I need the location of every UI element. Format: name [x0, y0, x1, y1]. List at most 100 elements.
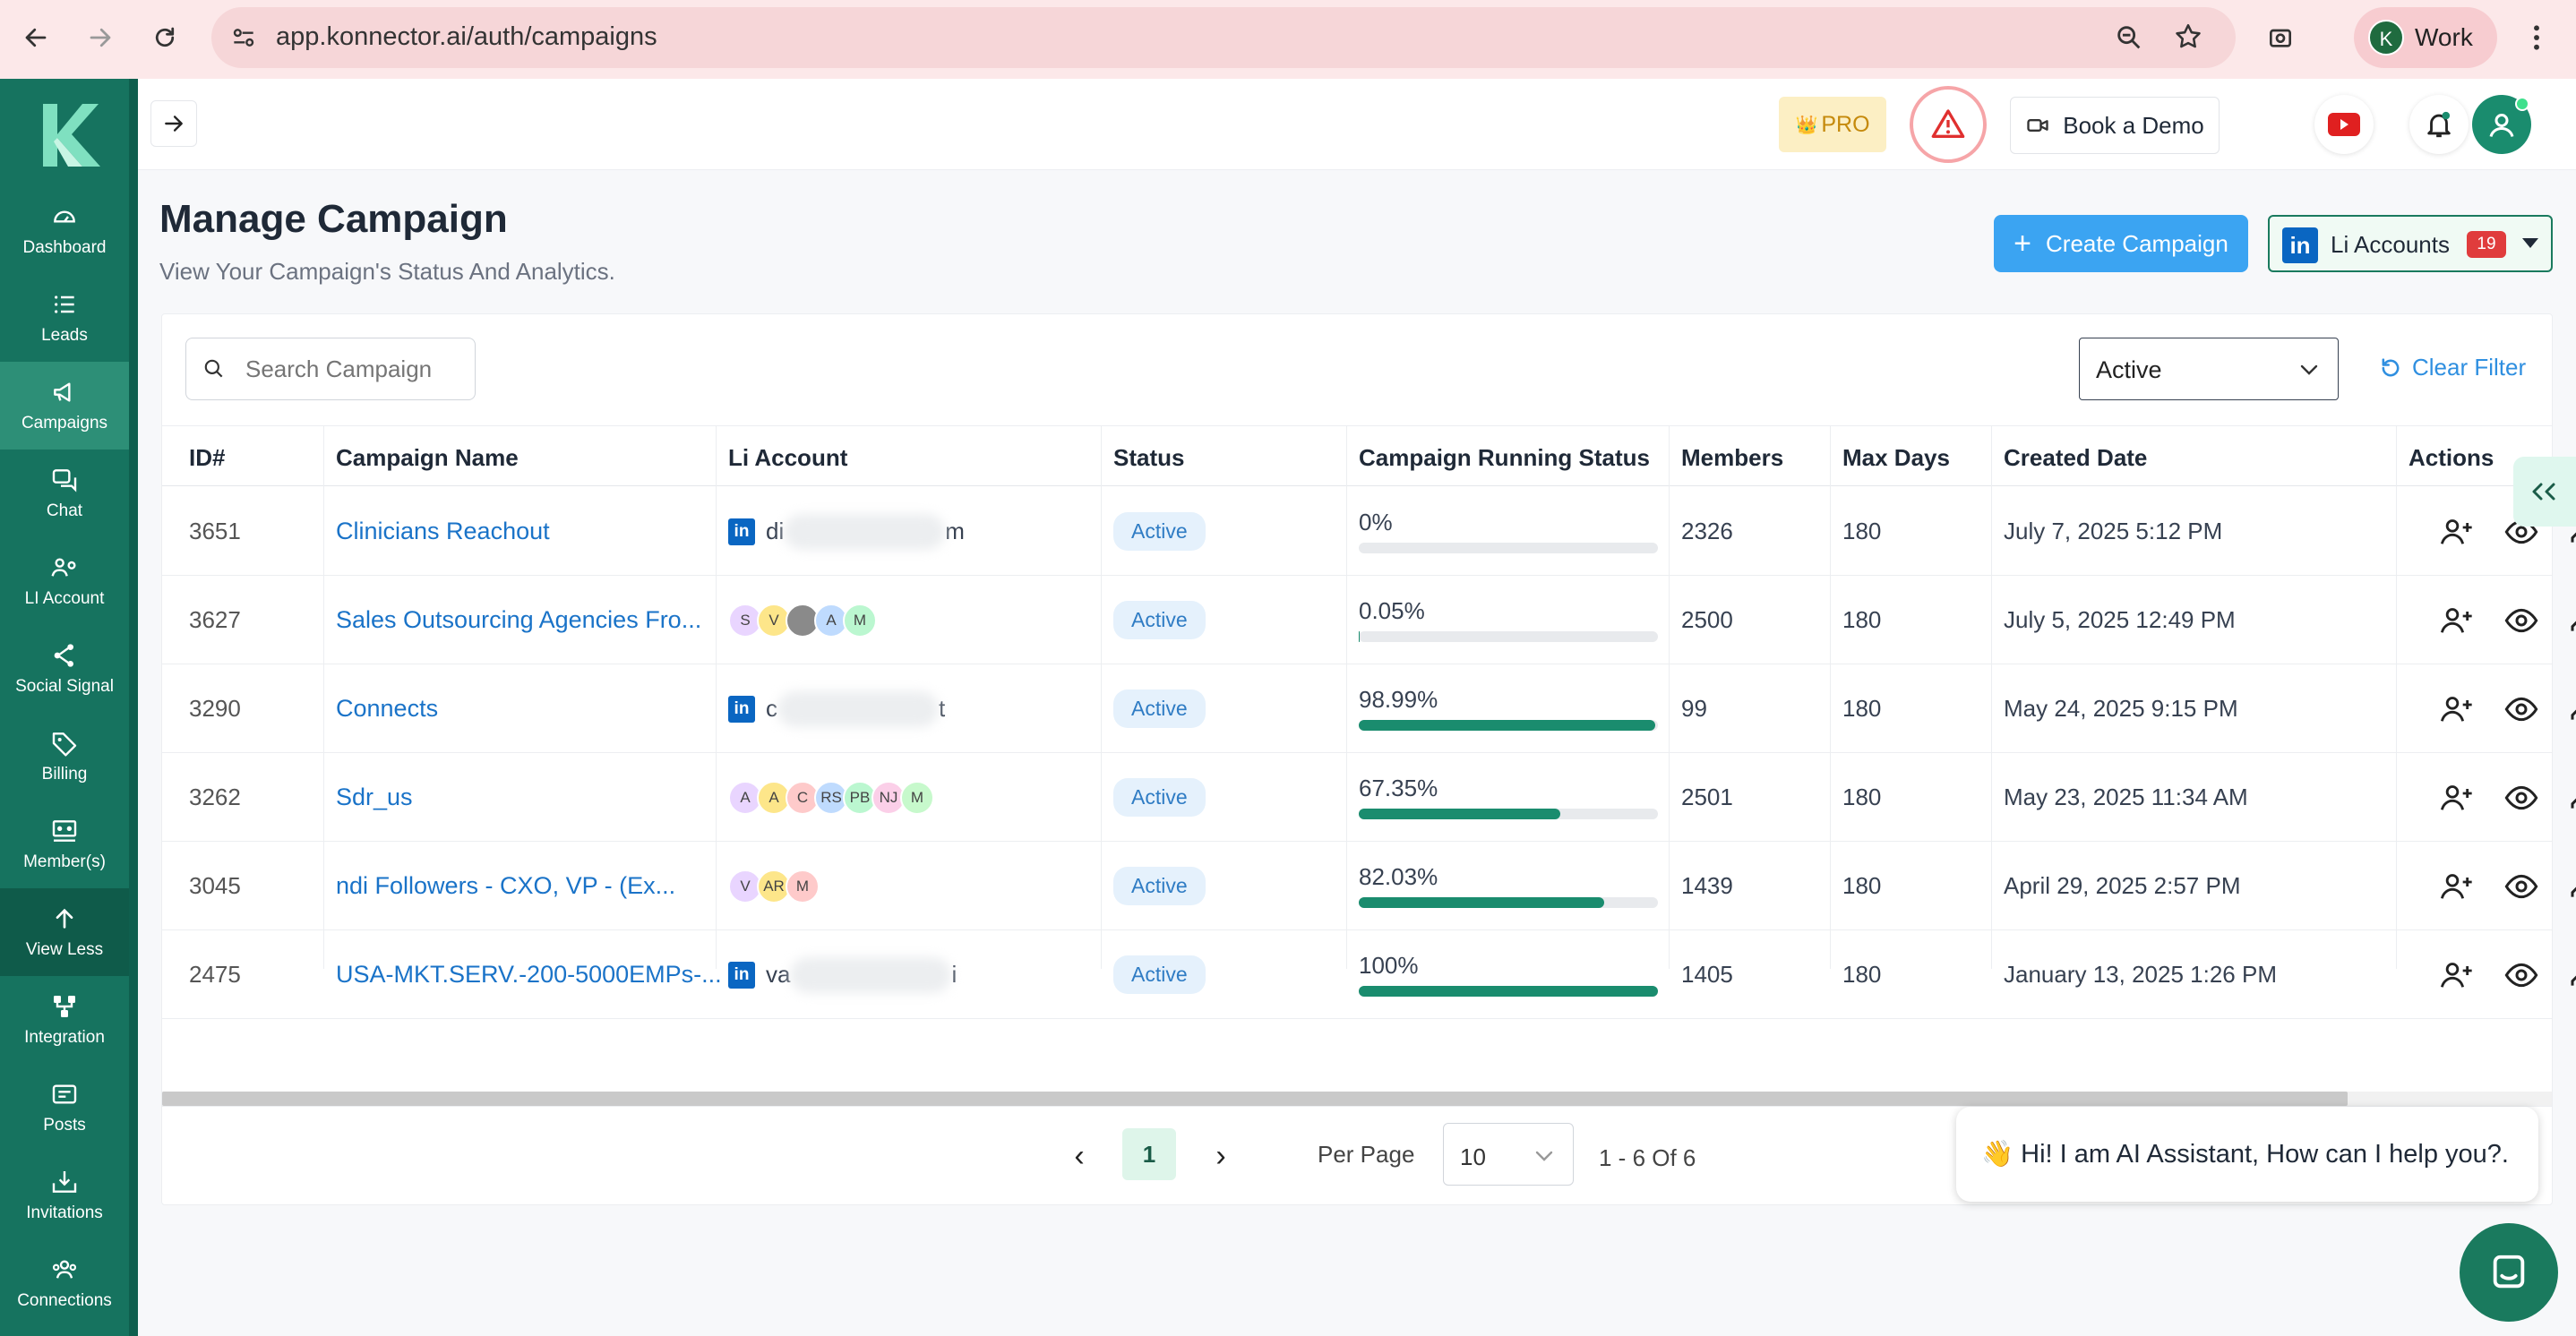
edit-icon[interactable] — [2568, 691, 2576, 727]
sidebar-item-social-signal[interactable]: Social Signal — [0, 625, 129, 713]
reload-icon[interactable] — [143, 16, 186, 59]
page-1-button[interactable]: 1 — [1122, 1128, 1176, 1180]
eye-icon[interactable] — [2503, 780, 2539, 816]
youtube-button[interactable] — [2314, 95, 2374, 154]
sidebar-item-posts[interactable]: Posts — [0, 1064, 129, 1152]
account-avatar-group[interactable]: A A C RS PB NJ M — [728, 780, 934, 815]
progress-fill — [1359, 986, 1658, 997]
address-bar[interactable]: app.konnector.ai/auth/campaigns — [211, 7, 2236, 68]
sidebar-item-member-s[interactable]: Member(s) — [0, 801, 129, 888]
video-call-icon — [2027, 119, 2048, 132]
expand-sidebar-button[interactable] — [150, 100, 197, 147]
table-row: 3045 ndi Followers - CXO, VP - (Ex... V AR M… — [162, 842, 2576, 930]
account-avatar[interactable]: V — [728, 869, 762, 904]
account-avatar[interactable]: PB — [843, 780, 877, 815]
account-avatar[interactable]: M — [786, 869, 820, 904]
campaign-name-link[interactable]: Sales Outsourcing Agencies Fro... — [336, 606, 702, 633]
prev-page-button[interactable]: ‹ — [1074, 1138, 1085, 1173]
sidebar-item-integration[interactable]: Integration — [0, 976, 129, 1064]
search-box[interactable] — [185, 338, 476, 400]
eye-icon[interactable] — [2503, 957, 2539, 993]
sidebar-item-billing[interactable]: Billing — [0, 713, 129, 801]
li-accounts-dropdown[interactable]: in Li Accounts 19 — [2268, 215, 2553, 272]
campaign-name-link[interactable]: Connects — [336, 695, 439, 722]
edit-icon[interactable] — [2568, 957, 2576, 993]
eye-icon[interactable] — [2503, 869, 2539, 904]
members-count: 99 — [1681, 695, 1707, 722]
alert-button[interactable] — [1910, 86, 1987, 163]
profile-chip[interactable]: K Work — [2354, 7, 2497, 68]
column-header: Max Days — [1842, 444, 1950, 471]
horizontal-scrollbar[interactable] — [162, 1092, 2552, 1106]
sidebar-item-dashboard[interactable]: Dashboard — [0, 186, 129, 274]
user-avatar[interactable] — [2472, 95, 2531, 154]
pro-badge[interactable]: 👑 PRO — [1779, 97, 1886, 152]
status-filter-select[interactable]: Active — [2079, 338, 2339, 400]
column-header: Status — [1113, 444, 1185, 471]
scrollbar-thumb[interactable] — [162, 1092, 2348, 1106]
search-input[interactable] — [245, 338, 469, 399]
sidebar-item-view-less[interactable]: View Less — [0, 888, 129, 976]
back-icon[interactable] — [14, 16, 57, 59]
account-name-suffix: m — [945, 518, 965, 544]
forward-icon[interactable] — [79, 16, 122, 59]
add-user-icon[interactable] — [2439, 780, 2475, 816]
account-avatar[interactable]: A — [757, 780, 791, 815]
edit-icon[interactable] — [2568, 780, 2576, 816]
account-avatar[interactable]: RS — [814, 780, 848, 815]
sidebar-item-chat[interactable]: Chat — [0, 450, 129, 537]
screenshot-icon[interactable] — [2259, 16, 2302, 59]
progress-fill — [1359, 720, 1655, 731]
account-avatar-group[interactable]: V AR M — [728, 869, 820, 904]
edit-icon[interactable] — [2568, 869, 2576, 904]
sidebar-item-li-account[interactable]: LI Account — [0, 537, 129, 625]
notifications-button[interactable] — [2409, 95, 2469, 154]
zoom-icon[interactable] — [2114, 22, 2144, 53]
eye-icon[interactable] — [2503, 691, 2539, 727]
edit-icon[interactable] — [2568, 603, 2576, 638]
clear-filter-button[interactable]: Clear Filter — [2378, 354, 2526, 381]
per-page-select[interactable]: 10 — [1443, 1123, 1574, 1186]
campaign-name-link[interactable]: Clinicians Reachout — [336, 518, 550, 544]
book-demo-button[interactable]: Book a Demo — [2010, 97, 2220, 154]
add-user-icon[interactable] — [2439, 957, 2475, 993]
add-user-icon[interactable] — [2439, 514, 2475, 550]
campaign-name-link[interactable]: ndi Followers - CXO, VP - (Ex... — [336, 872, 676, 899]
sidebar-item-leads[interactable]: Leads — [0, 274, 129, 362]
account-avatar[interactable]: M — [900, 780, 934, 815]
li-accounts-count-badge: 19 — [2467, 231, 2506, 258]
eye-icon[interactable] — [2503, 514, 2539, 550]
column-header: ID# — [189, 444, 226, 471]
progress-bar — [1359, 986, 1658, 997]
chat-launcher-button[interactable] — [2460, 1223, 2558, 1322]
edit-icon[interactable] — [2568, 514, 2576, 550]
user-icon — [2489, 114, 2514, 137]
next-page-button[interactable]: › — [1215, 1138, 1226, 1173]
list-icon — [55, 295, 74, 313]
account-avatar[interactable]: M — [843, 603, 877, 638]
created-date: May 24, 2025 9:15 PM — [2004, 695, 2238, 722]
sidebar-item-connections[interactable]: Connections — [0, 1239, 129, 1327]
site-settings-icon[interactable] — [229, 23, 258, 52]
sidebar-item-campaigns[interactable]: Campaigns — [0, 362, 129, 450]
browser-menu-icon[interactable] — [2515, 16, 2558, 59]
campaign-name-link[interactable]: USA-MKT.SERV.-200-5000EMPs-... — [336, 961, 722, 988]
collapse-panel-button[interactable] — [2513, 457, 2576, 527]
add-user-icon[interactable] — [2439, 603, 2475, 638]
create-campaign-button[interactable]: + Create Campaign — [1994, 215, 2248, 272]
campaign-name-link[interactable]: Sdr_us — [336, 784, 413, 810]
bookmark-star-icon[interactable] — [2173, 21, 2203, 52]
account-avatar[interactable]: C — [786, 780, 820, 815]
eye-icon[interactable] — [2503, 603, 2539, 638]
konnector-logo[interactable] — [36, 98, 100, 170]
account-avatar[interactable]: V — [757, 603, 791, 638]
ai-assistant-bubble[interactable]: 👋 Hi! I am AI Assistant, How can I help … — [1956, 1107, 2538, 1202]
table-header: ID# Campaign Name Li Account Status Campaign… — [162, 425, 2552, 486]
sidebar-scrollbar[interactable] — [129, 79, 138, 1336]
add-user-icon[interactable] — [2439, 691, 2475, 727]
sidebar-item-invitations[interactable]: Invitations — [0, 1152, 129, 1239]
add-user-icon[interactable] — [2439, 869, 2475, 904]
account-avatar[interactable]: A — [728, 780, 762, 815]
url-text[interactable]: app.konnector.ai/auth/campaigns — [276, 22, 657, 51]
